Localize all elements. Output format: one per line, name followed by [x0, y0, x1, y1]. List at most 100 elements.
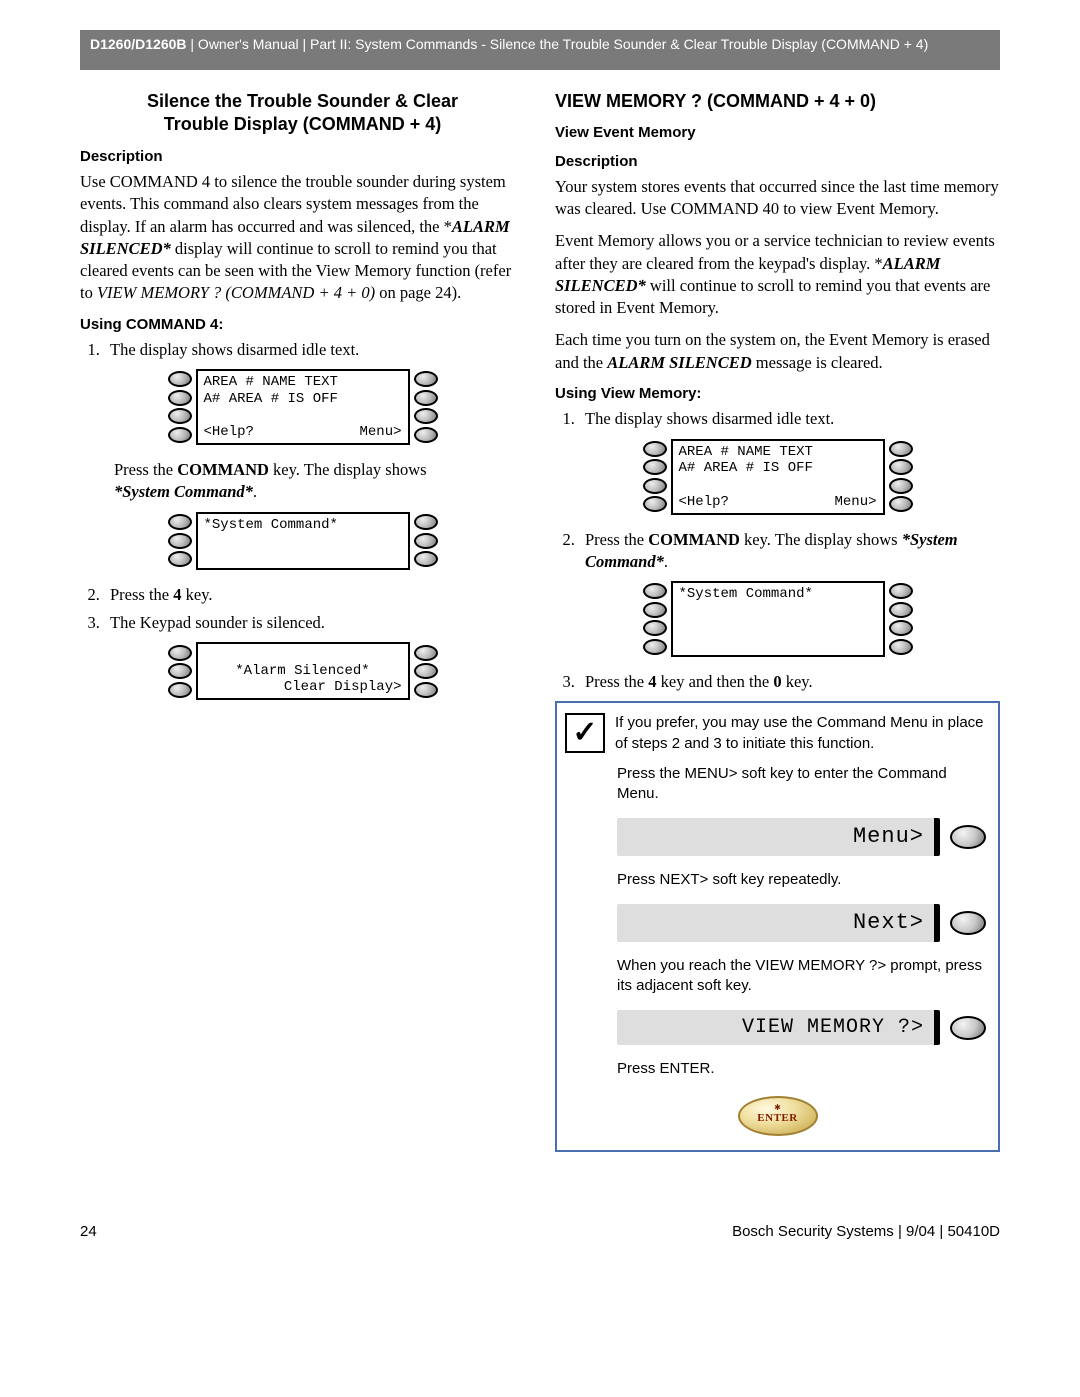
soft-key-icon[interactable]	[414, 514, 438, 530]
keypad-display-idle: AREA # NAME TEXT A# AREA # IS OFF <Help?…	[168, 369, 438, 445]
soft-key-icon[interactable]	[643, 639, 667, 655]
keypad-buttons-left	[168, 369, 192, 445]
tip-text-2: Press the MENU> soft key to enter the Co…	[557, 760, 998, 815]
keypad-buttons-right	[414, 369, 438, 445]
tip-text-4: When you reach the VIEW MEMORY ?> prompt…	[557, 952, 998, 1007]
soft-key-icon[interactable]	[643, 602, 667, 618]
tip-text-3: Press NEXT> soft key repeatedly.	[557, 866, 998, 900]
right-step-1: The display shows disarmed idle text.	[579, 408, 1000, 430]
left-step-2: Press the 4 key.	[104, 584, 525, 606]
left-step-1: The display shows disarmed idle text.	[104, 339, 525, 361]
keypad-screen: AREA # NAME TEXT A# AREA # IS OFF <Help?…	[196, 369, 410, 445]
soft-key-icon[interactable]	[643, 583, 667, 599]
tip-text-1: If you prefer, you may use the Command M…	[615, 713, 986, 754]
footer-right: Bosch Security Systems | 9/04 | 50410D	[732, 1222, 1000, 1242]
soft-key-icon[interactable]	[414, 551, 438, 567]
soft-key-icon[interactable]	[889, 478, 913, 494]
keypad-display-syscmd-r: *System Command*	[643, 581, 913, 657]
enter-button[interactable]: ✱ ENTER	[738, 1096, 818, 1136]
soft-key-icon[interactable]	[168, 682, 192, 698]
soft-key-icon[interactable]	[889, 459, 913, 475]
soft-key-icon[interactable]	[168, 645, 192, 661]
soft-key-icon[interactable]	[950, 911, 986, 935]
soft-key-icon[interactable]	[889, 583, 913, 599]
enter-label: ENTER	[757, 1111, 797, 1126]
keypad-screen: *Alarm Silenced* Clear Display>	[196, 642, 410, 700]
keypad-display-idle-r: AREA # NAME TEXT A# AREA # IS OFF <Help?…	[643, 439, 913, 515]
keypad-buttons-left	[643, 581, 667, 657]
soft-key-icon[interactable]	[414, 682, 438, 698]
soft-key-icon[interactable]	[643, 441, 667, 457]
right-steps-2: Press the COMMAND key. The display shows…	[555, 529, 1000, 574]
two-column-layout: Silence the Trouble Sounder & Clear Trou…	[80, 90, 1000, 1152]
soft-key-icon[interactable]	[414, 427, 438, 443]
keypad-display-syscmd: *System Command*	[168, 512, 438, 570]
left-column: Silence the Trouble Sounder & Clear Trou…	[80, 90, 525, 1152]
keypad-buttons-left	[168, 642, 192, 700]
soft-key-icon[interactable]	[950, 825, 986, 849]
soft-key-icon[interactable]	[414, 533, 438, 549]
view-event-memory-heading: View Event Memory	[555, 123, 1000, 143]
tip-top-row: ✓ If you prefer, you may use the Command…	[557, 703, 998, 760]
soft-key-icon[interactable]	[643, 459, 667, 475]
right-title: VIEW MEMORY ? (COMMAND + 4 + 0)	[555, 90, 1000, 113]
left-title-line2: Trouble Display (COMMAND + 4)	[164, 114, 442, 134]
using-heading: Using COMMAND 4:	[80, 315, 525, 335]
using-view-memory-heading: Using View Memory:	[555, 384, 1000, 404]
soft-key-icon[interactable]	[414, 645, 438, 661]
keypad-screen: *System Command*	[196, 512, 410, 570]
soft-key-icon[interactable]	[889, 639, 913, 655]
left-title: Silence the Trouble Sounder & Clear Trou…	[80, 90, 525, 137]
left-steps: The display shows disarmed idle text.	[80, 339, 525, 361]
right-step-3: Press the 4 key and then the 0 key.	[579, 671, 1000, 693]
soft-key-icon[interactable]	[168, 514, 192, 530]
soft-key-icon[interactable]	[889, 620, 913, 636]
checkmark-icon: ✓	[565, 713, 605, 753]
header-rest: | Owner's Manual | Part II: System Comma…	[187, 36, 929, 52]
tip-box: ✓ If you prefer, you may use the Command…	[555, 701, 1000, 1151]
keypad-buttons-right	[414, 512, 438, 570]
page-number: 24	[80, 1222, 97, 1242]
soft-key-icon[interactable]	[889, 496, 913, 512]
keypad-display-silenced: *Alarm Silenced* Clear Display>	[168, 642, 438, 700]
soft-key-icon[interactable]	[414, 390, 438, 406]
soft-key-icon[interactable]	[889, 441, 913, 457]
right-steps-3: Press the 4 key and then the 0 key.	[555, 671, 1000, 693]
softkey-row-menu: Menu>	[557, 814, 998, 866]
left-step-3: The Keypad sounder is silenced.	[104, 612, 525, 634]
soft-key-icon[interactable]	[950, 1016, 986, 1040]
softkey-row-viewmem: VIEW MEMORY ?>	[557, 1006, 998, 1055]
soft-key-icon[interactable]	[168, 551, 192, 567]
softkey-display-next: Next>	[617, 904, 940, 942]
left-title-line1: Silence the Trouble Sounder & Clear	[147, 91, 458, 111]
soft-key-icon[interactable]	[168, 390, 192, 406]
keypad-buttons-right	[889, 439, 913, 515]
soft-key-icon[interactable]	[643, 496, 667, 512]
soft-key-icon[interactable]	[414, 371, 438, 387]
right-p3: Each time you turn on the system on, the…	[555, 329, 1000, 374]
soft-key-icon[interactable]	[168, 408, 192, 424]
softkey-row-next: Next>	[557, 900, 998, 952]
keypad-screen: *System Command*	[671, 581, 885, 657]
soft-key-icon[interactable]	[643, 620, 667, 636]
soft-key-icon[interactable]	[643, 478, 667, 494]
soft-key-icon[interactable]	[168, 427, 192, 443]
soft-key-icon[interactable]	[168, 663, 192, 679]
description-heading: Description	[555, 152, 1000, 172]
softkey-display-viewmem: VIEW MEMORY ?>	[617, 1010, 940, 1045]
right-column: VIEW MEMORY ? (COMMAND + 4 + 0) View Eve…	[555, 90, 1000, 1152]
description-heading: Description	[80, 147, 525, 167]
keypad-buttons-right	[414, 642, 438, 700]
enter-row: ✱ ENTER	[557, 1090, 998, 1150]
soft-key-icon[interactable]	[414, 408, 438, 424]
softkey-display-menu: Menu>	[617, 818, 940, 856]
keypad-screen: AREA # NAME TEXT A# AREA # IS OFF <Help?…	[671, 439, 885, 515]
soft-key-icon[interactable]	[889, 602, 913, 618]
soft-key-icon[interactable]	[168, 371, 192, 387]
soft-key-icon[interactable]	[168, 533, 192, 549]
left-steps-cont: Press the 4 key. The Keypad sounder is s…	[80, 584, 525, 635]
soft-key-icon[interactable]	[414, 663, 438, 679]
after-kp1: Press the COMMAND key. The display shows…	[114, 459, 525, 504]
tip-text-5: Press ENTER.	[557, 1055, 998, 1089]
page-header: D1260/D1260B | Owner's Manual | Part II:…	[80, 30, 1000, 70]
